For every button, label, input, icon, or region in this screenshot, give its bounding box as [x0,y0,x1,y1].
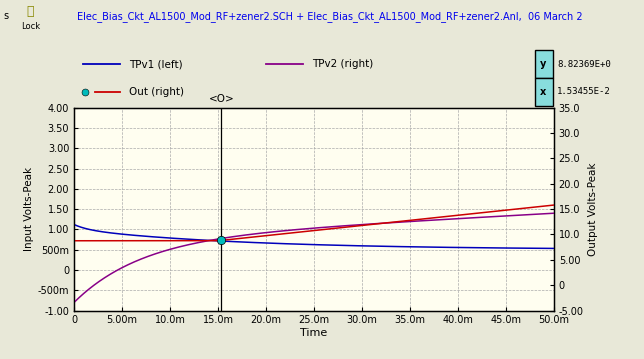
X-axis label: Time: Time [300,328,328,338]
Y-axis label: Output Volts-Peak: Output Volts-Peak [588,162,598,256]
FancyBboxPatch shape [535,78,553,106]
Text: 1.53455E-2: 1.53455E-2 [557,88,611,97]
Text: TPv1 (left): TPv1 (left) [129,59,182,69]
Text: 🔓: 🔓 [27,5,34,18]
Text: Out (right): Out (right) [129,87,184,97]
Text: Elec_Bias_Ckt_AL1500_Mod_RF+zener2.SCH + Elec_Bias_Ckt_AL1500_Mod_RF+zener2.Anl,: Elec_Bias_Ckt_AL1500_Mod_RF+zener2.SCH +… [77,11,583,22]
Text: s: s [3,11,8,21]
Text: 8.82369E+0: 8.82369E+0 [557,60,611,69]
Text: <O>: <O> [209,94,234,103]
Y-axis label: Input Volts-Peak: Input Volts-Peak [24,167,33,251]
Text: Lock: Lock [21,22,40,31]
Text: y: y [540,59,546,69]
Text: TPv2 (right): TPv2 (right) [312,59,373,69]
Text: x: x [540,87,546,97]
FancyBboxPatch shape [535,50,553,78]
